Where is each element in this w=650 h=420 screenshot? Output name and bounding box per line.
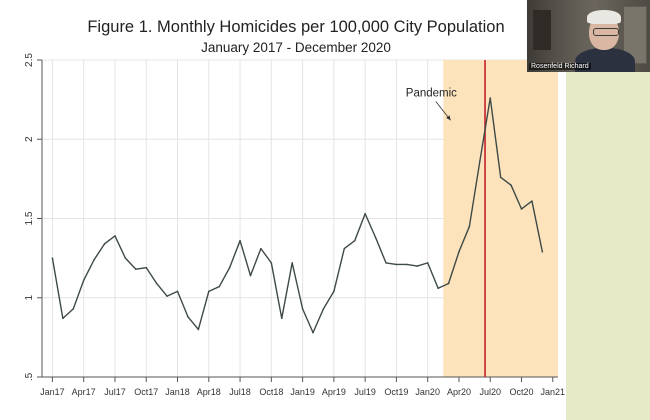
data-point — [447, 282, 450, 285]
data-point — [197, 328, 200, 331]
chart-subtitle: January 2017 - December 2020 — [201, 40, 391, 55]
y-tick-label: 2.5 — [24, 53, 35, 67]
x-tick-label: Oct17 — [134, 387, 158, 397]
y-tick-label: .5 — [24, 372, 35, 381]
x-tick-label: Jul17 — [104, 387, 126, 397]
x-tick-label: Oct20 — [510, 387, 534, 397]
data-point — [437, 287, 439, 290]
data-point — [364, 212, 366, 215]
data-point — [228, 266, 231, 269]
x-tick-label: Apr18 — [197, 387, 221, 397]
data-point — [301, 308, 304, 310]
data-point — [416, 265, 419, 267]
data-point — [155, 282, 158, 285]
video-shelf — [533, 10, 551, 50]
x-tick-label: Jul20 — [479, 387, 501, 397]
data-point — [520, 208, 523, 210]
data-point — [499, 176, 502, 179]
y-tick-label: 2 — [24, 136, 35, 142]
data-point — [531, 200, 533, 202]
x-tick-label: Jan21 — [541, 387, 566, 397]
x-tick-label: Jan18 — [165, 387, 190, 397]
data-point — [385, 262, 387, 264]
annotation-arrow-head — [446, 115, 451, 121]
participant-hair — [587, 10, 621, 24]
x-tick-label: Oct18 — [259, 387, 283, 397]
data-point — [333, 290, 335, 293]
chart-title: Figure 1. Monthly Homicides per 100,000 … — [87, 18, 504, 36]
y-tick-label: 1.5 — [24, 211, 35, 225]
x-tick-label: Apr19 — [322, 387, 346, 397]
data-point — [114, 235, 116, 237]
data-point — [124, 257, 127, 259]
x-tick-label: Jan19 — [290, 387, 315, 397]
participant-glasses — [593, 28, 619, 36]
data-point — [166, 295, 168, 297]
data-point — [72, 308, 75, 310]
data-point — [468, 225, 471, 228]
data-point — [374, 236, 377, 239]
data-point — [239, 239, 241, 242]
data-point — [406, 263, 408, 266]
x-tick-label: Apr20 — [447, 387, 471, 397]
y-tick-label: 1 — [24, 295, 35, 301]
data-point — [145, 266, 148, 269]
participant-name-label: Rosenfeld Richard — [529, 63, 591, 70]
data-point — [479, 160, 481, 163]
data-point — [187, 315, 189, 318]
data-point — [218, 285, 221, 288]
data-point — [426, 262, 429, 264]
x-tick-label: Jul18 — [229, 387, 251, 397]
data-point — [270, 262, 273, 264]
data-point — [395, 263, 398, 266]
data-point — [260, 247, 262, 250]
x-tick-label: Oct19 — [384, 387, 408, 397]
x-tick-label: Jul19 — [354, 387, 376, 397]
data-point — [135, 268, 137, 271]
data-point — [343, 247, 346, 250]
x-tick-label: Apr17 — [72, 387, 96, 397]
data-point — [312, 331, 314, 334]
data-point — [249, 274, 252, 277]
data-point — [322, 308, 325, 310]
data-point — [207, 290, 210, 293]
participant-video-tile[interactable]: Rosenfeld Richard — [527, 0, 650, 72]
data-point — [541, 250, 544, 253]
x-tick-label: Jan20 — [415, 387, 440, 397]
data-point — [353, 239, 356, 242]
pandemic-annotation: Pandemic — [406, 87, 457, 99]
data-point — [176, 290, 179, 293]
data-point — [103, 243, 106, 245]
data-point — [280, 317, 283, 320]
data-point — [489, 97, 492, 99]
data-point — [510, 184, 512, 187]
data-point — [291, 262, 293, 264]
series-line-homicides — [51, 97, 544, 334]
data-point — [62, 317, 64, 320]
data-point — [82, 279, 85, 282]
data-point — [93, 258, 95, 261]
pandemic-shaded-region — [443, 60, 558, 377]
homicide-line-chart: Figure 1. Monthly Homicides per 100,000 … — [24, 18, 566, 397]
presentation-slide: Figure 1. Monthly Homicides per 100,000 … — [0, 0, 566, 420]
x-tick-label: Jan17 — [40, 387, 65, 397]
data-point — [458, 250, 460, 253]
data-point — [51, 257, 54, 259]
